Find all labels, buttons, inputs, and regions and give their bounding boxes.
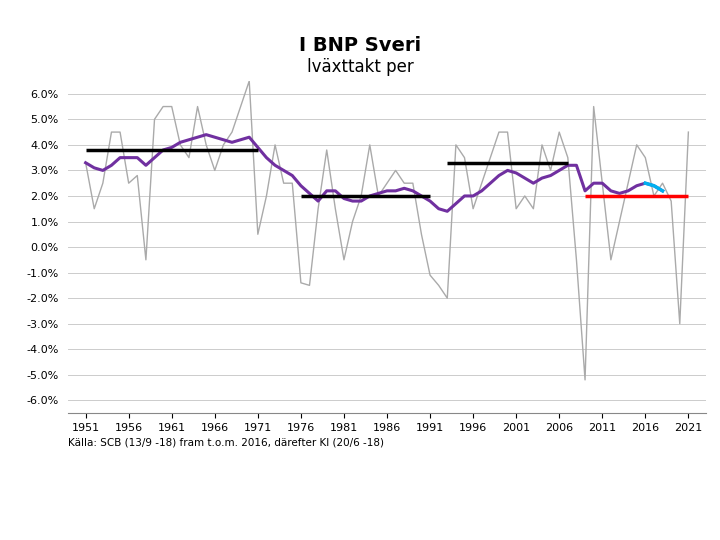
Text: Källa: SCB (13/9 -18) fram t.o.m. 2016, därefter KI (20/6 -18): Källa: SCB (13/9 -18) fram t.o.m. 2016, … [68, 438, 384, 448]
Text: Economic Studies, IIES: Economic Studies, IIES [22, 505, 181, 518]
Text: lväxttakt per: lväxttakt per [307, 58, 413, 77]
Text: SNS 24/9 2018: SNS 24/9 2018 [302, 490, 418, 503]
Text: Institute for International: Institute for International [22, 475, 202, 488]
Text: I BNP Sveri: I BNP Sveri [299, 36, 421, 56]
